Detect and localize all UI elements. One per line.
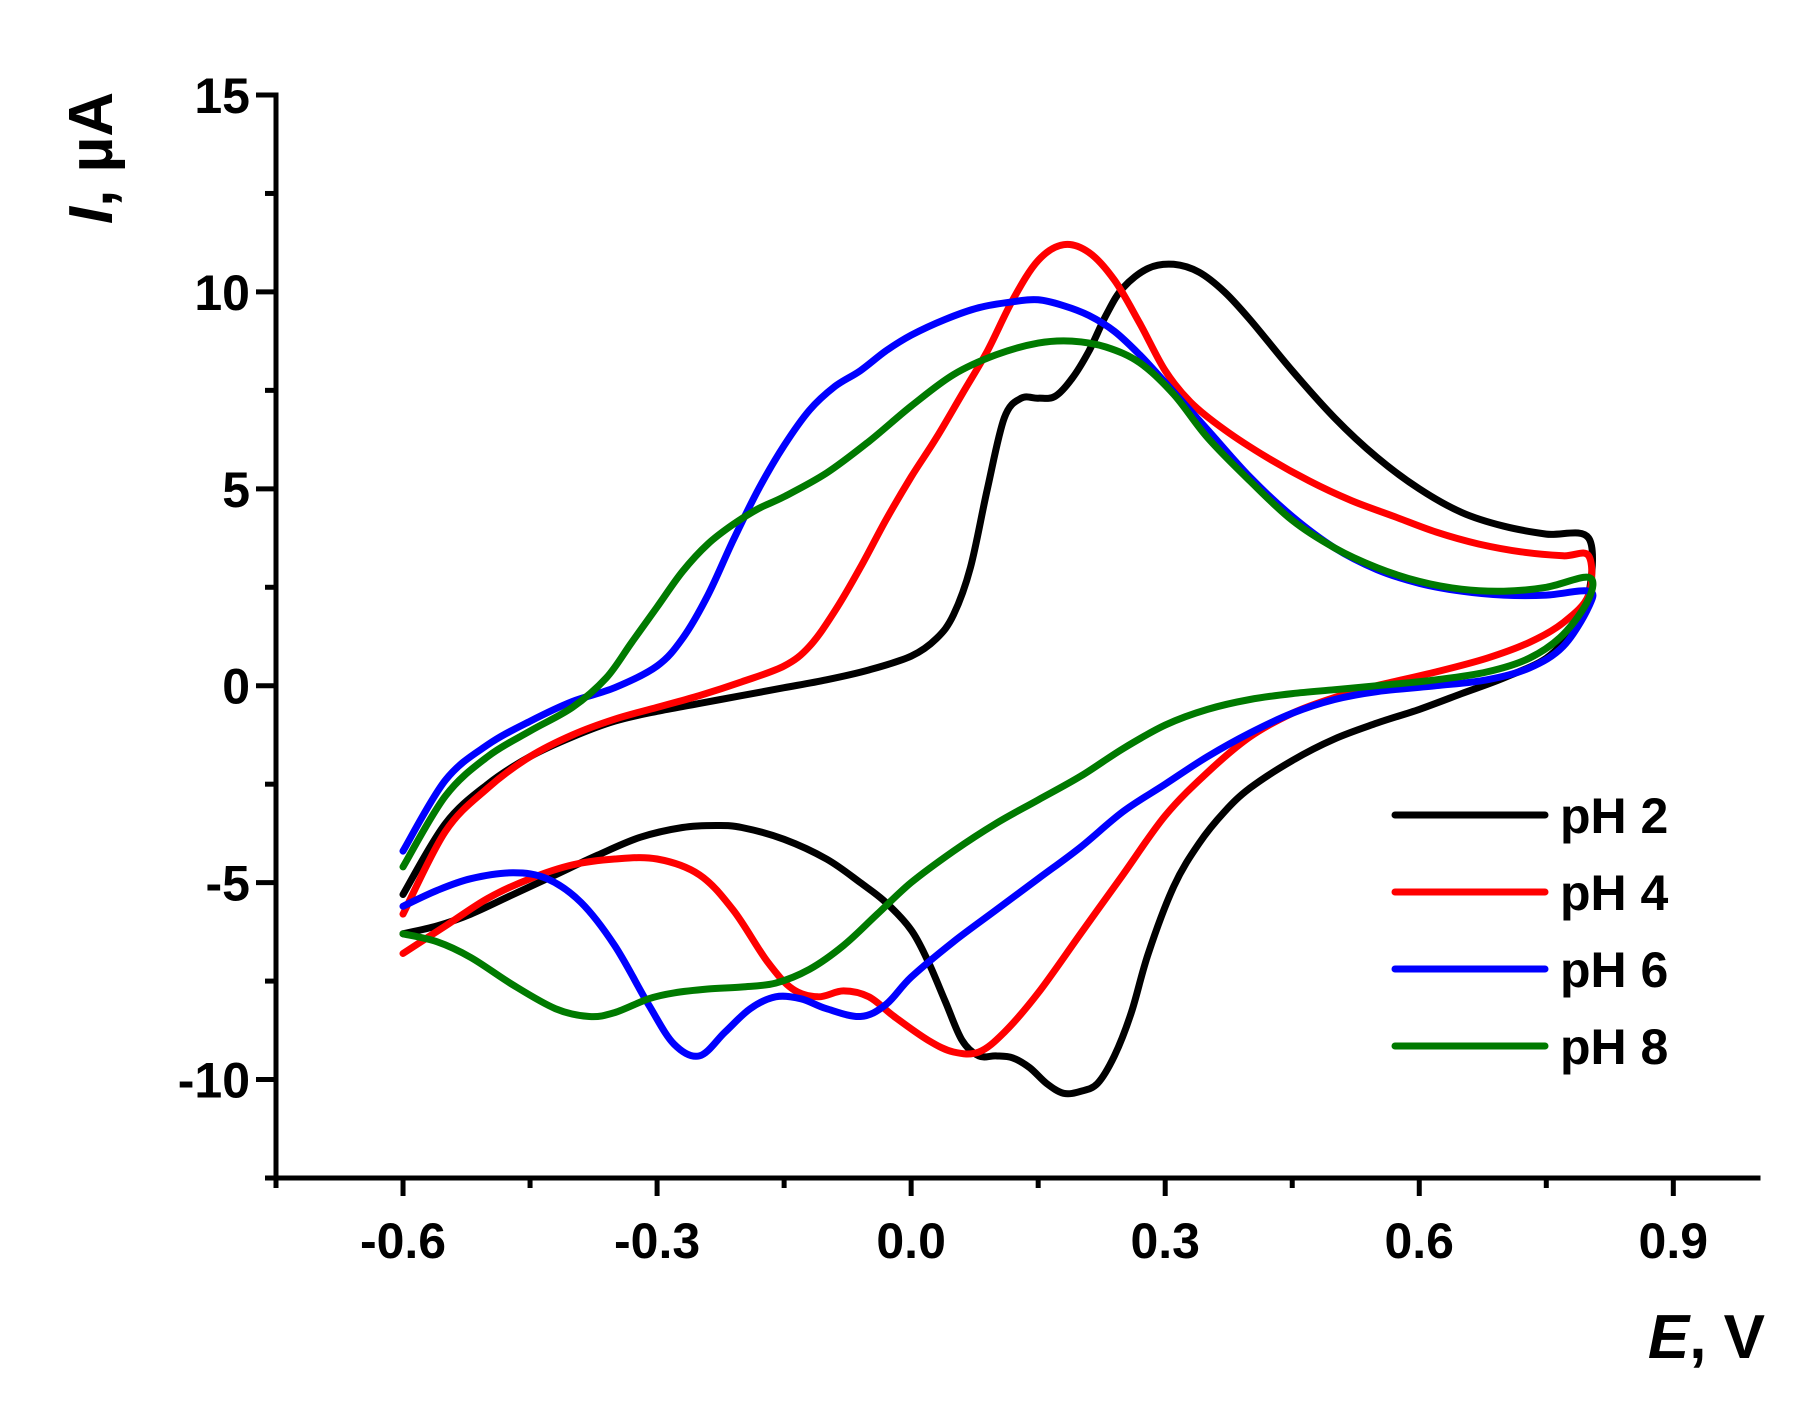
series-line-ph-6 <box>399 296 1597 1060</box>
y-axis-title: I, µA <box>57 92 126 224</box>
x-tick-label: 0.0 <box>876 1213 946 1269</box>
y-tick-label: -5 <box>206 856 250 912</box>
x-axis-title: E, V <box>1648 1303 1765 1372</box>
y-tick-label: 10 <box>194 265 250 321</box>
y-tick-label: -10 <box>178 1053 250 1109</box>
series-layer <box>399 240 1597 1098</box>
legend-label-ph-2: pH 2 <box>1560 788 1668 844</box>
x-tick-label: -0.6 <box>360 1213 446 1269</box>
y-axis-title-unit: , µA <box>57 92 126 207</box>
y-tick-label: 5 <box>222 462 250 518</box>
legend-label-ph-4: pH 4 <box>1560 865 1669 921</box>
series-line-ph-8 <box>399 337 1597 1021</box>
y-tick-label: 0 <box>222 659 250 715</box>
y-tick-label: 15 <box>194 68 250 124</box>
y-axis-title-symbol: I <box>57 205 126 224</box>
legend-label-ph-8: pH 8 <box>1560 1019 1668 1075</box>
axes-layer: -0.6 -0.3 0.0 0.3 0.6 0.9 15 10 5 0 -5 -10 E, V I, µA <box>57 68 1765 1372</box>
x-axis-title-unit: , V <box>1689 1303 1765 1372</box>
x-tick-label: -0.3 <box>614 1213 700 1269</box>
series-line-ph-4 <box>399 240 1596 1058</box>
x-tick-label: 0.6 <box>1384 1213 1454 1269</box>
x-axis-title-symbol: E <box>1648 1303 1691 1372</box>
legend-label-ph-6: pH 6 <box>1560 942 1668 998</box>
x-tick-label: 0.9 <box>1639 1213 1709 1269</box>
x-tick-label: 0.3 <box>1130 1213 1200 1269</box>
legend-layer: pH 2 pH 4 pH 6 pH 8 <box>1391 788 1669 1075</box>
